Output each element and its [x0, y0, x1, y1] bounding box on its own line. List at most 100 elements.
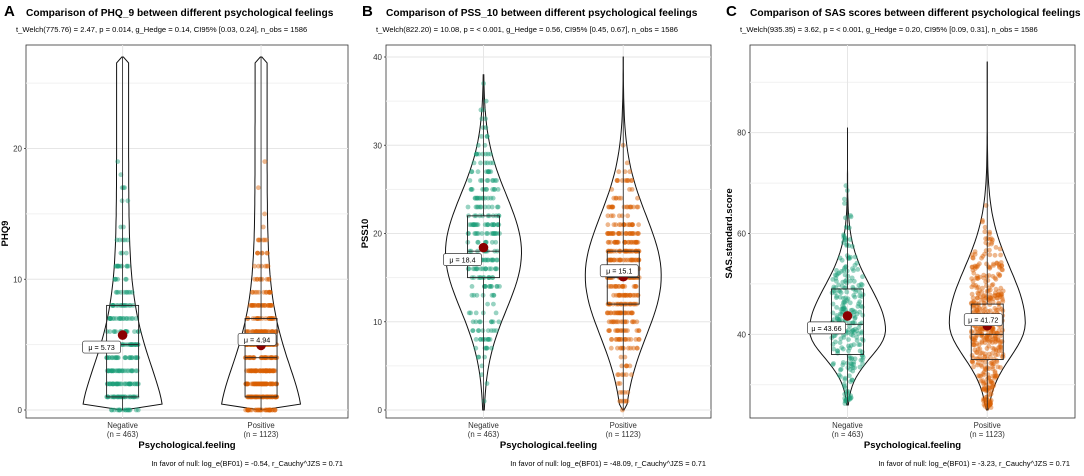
- data-point: [990, 380, 996, 386]
- x-tick-n-label: (n = 463): [107, 430, 139, 439]
- data-point: [491, 222, 497, 228]
- data-point: [606, 328, 612, 333]
- data-point: [986, 402, 992, 408]
- data-point: [482, 257, 488, 263]
- data-point: [106, 368, 111, 374]
- data-point: [610, 213, 616, 219]
- data-point: [263, 289, 269, 295]
- data-point: [627, 231, 633, 236]
- data-point: [979, 289, 985, 295]
- data-point: [635, 345, 640, 351]
- data-point: [973, 275, 979, 281]
- data-point: [257, 368, 263, 374]
- data-point: [998, 344, 1004, 349]
- data-point: [841, 381, 847, 387]
- x-axis-label: Psychological.feeling: [500, 440, 597, 451]
- data-point: [491, 301, 496, 307]
- data-point: [119, 198, 125, 204]
- data-point: [267, 368, 273, 374]
- data-point: [259, 329, 265, 334]
- data-point: [979, 255, 984, 261]
- data-point: [616, 231, 622, 236]
- data-point: [982, 337, 988, 343]
- data-point: [267, 289, 272, 295]
- data-point: [834, 305, 839, 310]
- data-point: [975, 360, 981, 366]
- data-point: [254, 276, 260, 282]
- data-point: [636, 222, 641, 228]
- data-point: [833, 275, 839, 281]
- data-point: [628, 204, 634, 210]
- data-point: [484, 345, 490, 351]
- data-point: [987, 231, 992, 237]
- data-point: [634, 204, 640, 210]
- data-point: [984, 336, 990, 342]
- data-point: [987, 402, 992, 408]
- data-point: [845, 255, 851, 261]
- data-point: [997, 344, 1003, 350]
- data-point: [831, 317, 837, 322]
- data-point: [969, 284, 975, 290]
- data-point: [979, 340, 985, 346]
- data-point: [998, 292, 1004, 298]
- data-point: [255, 407, 260, 413]
- data-point: [847, 356, 853, 361]
- y-axis-label: PSS10: [360, 219, 371, 249]
- data-point: [125, 407, 131, 413]
- data-point: [485, 151, 491, 157]
- data-point: [982, 293, 987, 298]
- data-point: [624, 178, 630, 183]
- data-point: [846, 225, 852, 231]
- data-point: [993, 338, 999, 344]
- data-point: [971, 309, 977, 314]
- data-point: [980, 253, 986, 259]
- data-point: [272, 329, 278, 334]
- data-point: [860, 274, 865, 280]
- data-point: [468, 187, 474, 192]
- data-point: [264, 368, 269, 374]
- data-point: [844, 242, 850, 247]
- data-point: [245, 407, 250, 413]
- mean-label: μ = 15.1: [606, 267, 632, 276]
- data-point: [475, 222, 481, 228]
- data-point: [127, 381, 133, 387]
- data-point: [834, 295, 839, 301]
- data-point: [491, 222, 497, 228]
- data-point: [842, 300, 848, 305]
- data-point: [991, 361, 997, 367]
- data-point: [609, 204, 615, 210]
- data-point: [253, 381, 259, 387]
- data-point: [107, 316, 113, 321]
- group-positive: μ = 4.94 Positive(n = 1123): [221, 56, 302, 439]
- data-point: [971, 299, 977, 305]
- data-point: [476, 204, 481, 210]
- data-point: [968, 301, 974, 306]
- data-point: [135, 407, 141, 413]
- data-point: [840, 300, 846, 306]
- data-point: [632, 284, 638, 289]
- data-point: [989, 378, 994, 384]
- data-point: [269, 407, 275, 413]
- data-point: [613, 239, 618, 245]
- data-point: [110, 368, 115, 374]
- data-point: [492, 187, 497, 192]
- data-point: [608, 231, 614, 236]
- data-point: [849, 356, 854, 362]
- data-point: [633, 284, 639, 289]
- data-point: [261, 329, 267, 334]
- data-point: [974, 285, 980, 291]
- data-point: [977, 330, 983, 335]
- data-point: [609, 284, 614, 289]
- data-point: [255, 381, 261, 387]
- data-point: [997, 273, 1002, 279]
- data-point: [613, 319, 618, 325]
- data-point: [613, 239, 618, 245]
- data-point: [849, 377, 855, 383]
- data-point: [982, 360, 988, 365]
- data-point: [107, 355, 112, 361]
- data-point: [1000, 267, 1005, 273]
- data-point: [995, 364, 1001, 370]
- data-point: [974, 326, 980, 332]
- data-point: [616, 284, 621, 289]
- data-point: [838, 306, 844, 312]
